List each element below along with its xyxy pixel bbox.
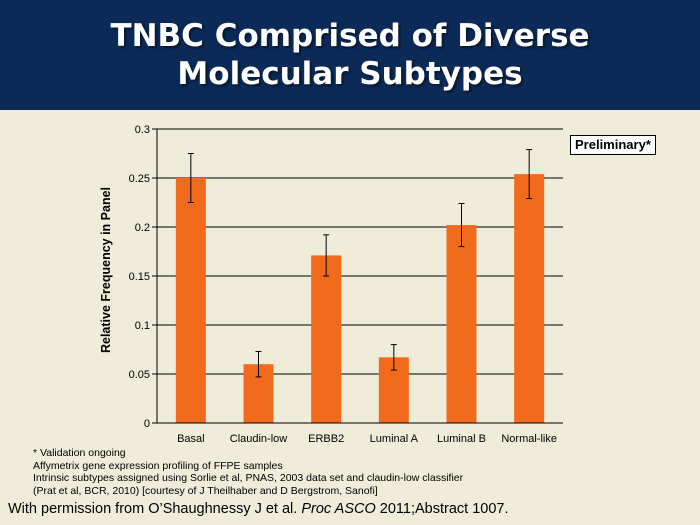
citation-footer: With permission from O’Shaughnessy J et … <box>8 501 698 517</box>
y-axis-label: Relative Frequency in Panel <box>99 187 113 353</box>
footnote-line: * Validation ongoing <box>33 447 126 459</box>
footnote-line: (Prat et al, BCR, 2010) [courtesy of J T… <box>33 484 378 497</box>
title-band: TNBC Comprised of Diverse Molecular Subt… <box>0 0 700 110</box>
citation-suffix: 2011;Abstract 1007. <box>375 501 509 517</box>
x-tick-label: Normal-like <box>501 433 557 445</box>
bar-chart: 0 0.05 0.1 0.15 0.2 0.25 0.3 Basal Claudin-low ER… <box>99 124 563 445</box>
error-bars <box>187 149 533 378</box>
bar <box>311 255 342 423</box>
axes: 0 0.05 0.1 0.15 0.2 0.25 0.3 Basal Claudin-low ER… <box>129 124 563 445</box>
title-line-2: Molecular Subtypes <box>177 56 523 92</box>
bar <box>175 178 206 423</box>
citation-prefix: With permission from O’Shaughnessy J et … <box>8 501 302 517</box>
y-tick-label: 0.25 <box>129 173 150 185</box>
y-tick-label: 0.05 <box>129 369 150 381</box>
x-tick-label: Basal <box>177 433 205 445</box>
bar <box>446 225 477 423</box>
x-tick-label: Luminal A <box>370 433 419 445</box>
bar <box>514 174 545 423</box>
x-tick-label: Luminal B <box>437 433 486 445</box>
y-tick-label: 0.1 <box>135 320 150 332</box>
gridlines <box>157 128 563 375</box>
footnote-line: Intrinsic subtypes assigned using Sorlie… <box>33 472 464 484</box>
y-tick-label: 0.15 <box>129 271 150 283</box>
footnotes: * Validation ongoing Affymetrix gene exp… <box>33 447 673 497</box>
footnote-line: Affymetrix gene expression profiling of … <box>33 459 283 472</box>
x-tick-label: ERBB2 <box>308 433 344 445</box>
y-tick-label: 0 <box>144 418 150 430</box>
x-tick-label: Claudin-low <box>230 433 288 445</box>
y-tick-label: 0.2 <box>135 222 150 234</box>
y-tick-label: 0.3 <box>135 124 150 136</box>
bars <box>175 174 545 423</box>
preliminary-badge: Preliminary* <box>570 135 656 155</box>
title-line-1: TNBC Comprised of Diverse <box>110 18 590 54</box>
citation-journal: Proc ASCO <box>301 501 376 517</box>
